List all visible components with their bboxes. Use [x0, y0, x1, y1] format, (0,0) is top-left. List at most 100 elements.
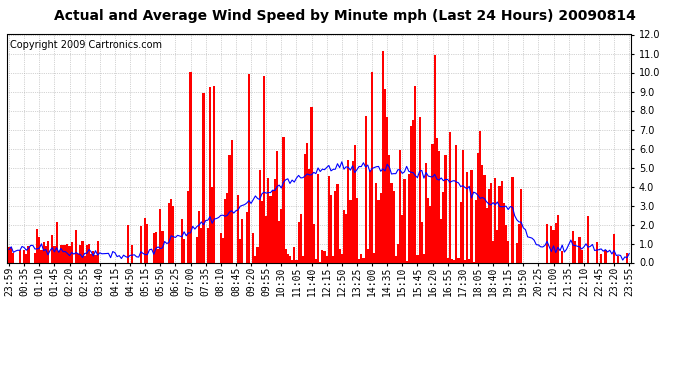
Bar — [299, 214, 302, 262]
Bar — [140, 226, 142, 262]
Bar — [284, 249, 287, 262]
Bar — [473, 261, 475, 262]
Bar — [397, 244, 399, 262]
Bar — [406, 261, 408, 262]
Bar — [26, 254, 28, 262]
Text: Copyright 2009 Cartronics.com: Copyright 2009 Cartronics.com — [10, 40, 162, 50]
Bar — [393, 190, 395, 262]
Bar — [551, 226, 553, 262]
Bar — [462, 150, 464, 262]
Bar — [423, 254, 425, 262]
Bar — [464, 260, 466, 262]
Text: Actual and Average Wind Speed by Minute mph (Last 24 Hours) 20090814: Actual and Average Wind Speed by Minute … — [54, 9, 636, 23]
Bar — [518, 224, 520, 262]
Bar — [572, 231, 574, 262]
Bar — [170, 199, 172, 262]
Bar — [410, 126, 412, 262]
Bar — [226, 193, 228, 262]
Bar — [574, 241, 576, 262]
Bar — [255, 256, 257, 262]
Bar — [237, 195, 239, 262]
Bar — [95, 255, 97, 262]
Bar — [55, 222, 58, 262]
Bar — [34, 253, 36, 262]
Bar — [97, 241, 99, 262]
Bar — [259, 170, 261, 262]
Bar — [326, 256, 328, 262]
Bar — [317, 174, 319, 262]
Bar — [471, 170, 473, 262]
Bar — [626, 253, 628, 262]
Bar — [362, 258, 364, 262]
Bar — [187, 190, 190, 262]
Bar — [507, 241, 509, 262]
Bar — [337, 184, 339, 262]
Bar — [373, 253, 375, 262]
Bar — [36, 229, 38, 262]
Bar — [375, 183, 377, 262]
Bar — [364, 116, 366, 262]
Bar — [23, 250, 26, 262]
Bar — [384, 89, 386, 262]
Bar — [498, 186, 501, 262]
Bar — [469, 259, 471, 262]
Bar — [496, 230, 498, 262]
Bar — [369, 171, 371, 262]
Bar — [280, 209, 282, 262]
Bar — [289, 256, 291, 262]
Bar — [12, 253, 14, 262]
Bar — [341, 255, 343, 262]
Bar — [224, 199, 226, 262]
Bar — [144, 218, 146, 262]
Bar — [43, 242, 45, 262]
Bar — [488, 189, 490, 262]
Bar — [263, 76, 265, 262]
Bar — [297, 222, 299, 262]
Bar — [339, 249, 341, 262]
Bar — [211, 187, 213, 262]
Bar — [196, 237, 198, 262]
Bar — [520, 189, 522, 262]
Bar — [86, 245, 88, 262]
Bar — [613, 234, 615, 262]
Bar — [377, 200, 380, 262]
Bar — [446, 258, 448, 262]
Bar — [427, 198, 429, 262]
Bar — [181, 219, 183, 262]
Bar — [453, 261, 455, 262]
Bar — [272, 190, 274, 262]
Bar — [64, 245, 66, 262]
Bar — [486, 208, 488, 262]
Bar — [70, 242, 73, 262]
Bar — [494, 178, 496, 262]
Bar — [308, 168, 310, 262]
Bar — [457, 258, 460, 262]
Bar — [595, 243, 598, 262]
Bar — [219, 233, 222, 262]
Bar — [45, 246, 47, 262]
Bar — [47, 241, 49, 262]
Bar — [88, 244, 90, 262]
Bar — [391, 183, 393, 262]
Bar — [436, 138, 438, 262]
Bar — [481, 165, 483, 262]
Bar — [322, 250, 324, 262]
Bar — [310, 107, 313, 262]
Bar — [388, 155, 391, 262]
Bar — [438, 151, 440, 262]
Bar — [553, 230, 555, 262]
Bar — [429, 206, 431, 262]
Bar — [68, 246, 70, 262]
Bar — [404, 179, 406, 262]
Bar — [442, 192, 444, 262]
Bar — [90, 254, 92, 262]
Bar — [267, 178, 269, 262]
Bar — [401, 215, 404, 262]
Bar — [421, 222, 423, 262]
Bar — [505, 225, 507, 262]
Bar — [168, 203, 170, 262]
Bar — [10, 247, 12, 262]
Bar — [419, 117, 421, 262]
Bar — [28, 246, 30, 262]
Bar — [356, 198, 358, 262]
